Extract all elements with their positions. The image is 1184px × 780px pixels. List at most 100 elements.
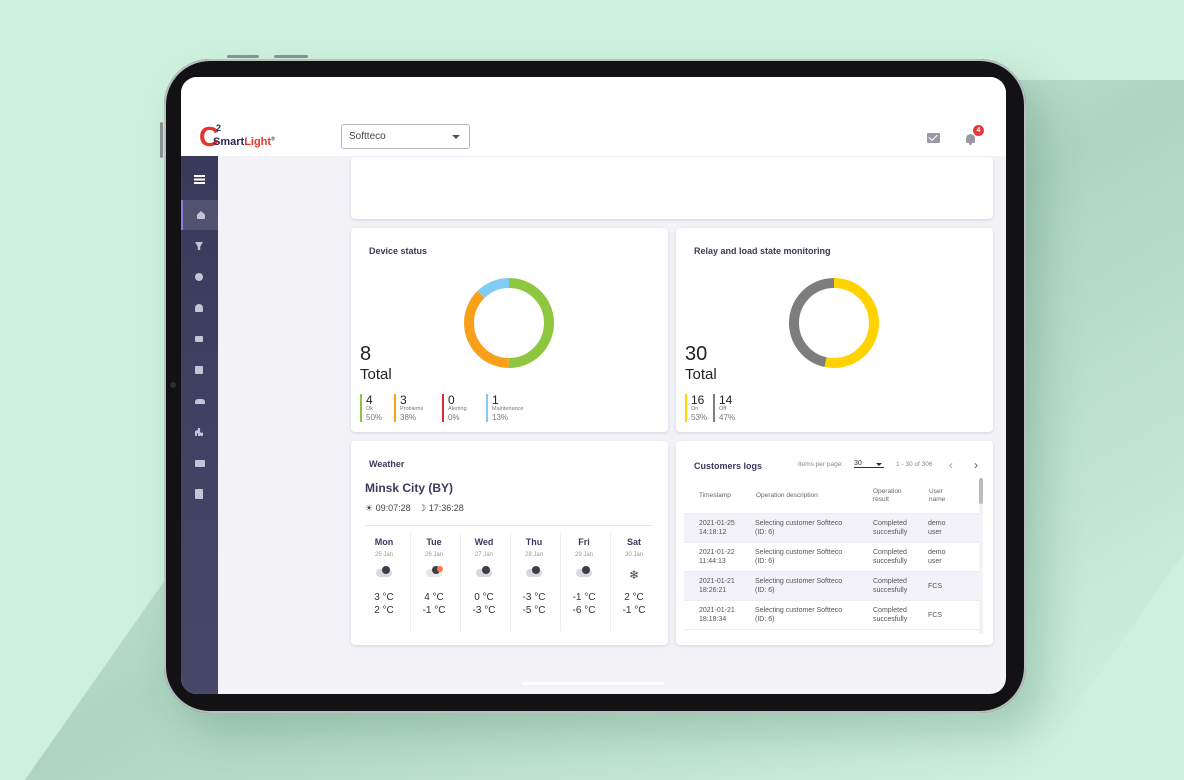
column-header-description[interactable]: Operation description <box>756 492 818 499</box>
previous-page-icon[interactable]: ‹ <box>949 458 953 472</box>
legend-ok-count: 4 <box>366 393 373 407</box>
row-user: demo <box>928 520 946 527</box>
forecast-low: -3 °C <box>472 605 496 616</box>
table-row[interactable]: 2021-01-21 18:18:34 Selecting customer So… <box>684 600 980 630</box>
row-description-id: (ID: 6) <box>755 587 775 594</box>
sidebar-item-users[interactable] <box>181 386 218 416</box>
table-row[interactable]: 2021-01-25 14:18:12 Selecting customer So… <box>684 513 980 543</box>
logs-scrollbar-thumb[interactable] <box>979 478 983 504</box>
legend-on-percent: 53% <box>691 413 708 422</box>
chart-icon <box>195 428 203 436</box>
row-user-2: user <box>928 558 942 565</box>
logo-letter: C <box>199 121 220 152</box>
notification-badge: 4 <box>973 125 984 136</box>
row-timestamp-time: 18:26:21 <box>699 587 727 594</box>
folder-icon <box>195 460 205 467</box>
sidebar-item-messages[interactable] <box>181 324 218 354</box>
logs-scrollbar-track[interactable] <box>979 478 983 634</box>
forecast-day: Sat 30 Jan ❄ 2 °C -1 °C <box>612 537 656 616</box>
legend-off-label: Off <box>719 406 727 412</box>
forecast-day-name: Sat <box>626 537 641 547</box>
cloud-icon <box>576 566 592 577</box>
day-separator <box>560 533 561 631</box>
sidebar-item-reports[interactable] <box>181 479 218 509</box>
row-result-detail: succesfully <box>873 558 908 565</box>
forecast-high: 4 °C <box>424 592 444 603</box>
legend-ok-label: Ok <box>366 406 374 412</box>
column-header-user[interactable]: User name <box>929 488 946 503</box>
legend-alerting-percent: 0% <box>448 413 460 422</box>
forecast-day-name: Thu <box>525 537 543 547</box>
row-user-2: user <box>928 529 942 536</box>
legend-ok: 4 Ok 50% <box>360 394 382 422</box>
notification-bell-icon[interactable] <box>966 134 975 145</box>
forecast-high: -3 °C <box>522 592 546 603</box>
app-logo[interactable]: C 2 SmartLight® <box>199 121 299 152</box>
row-result-detail: succesfully <box>873 587 908 594</box>
chevron-down-icon <box>876 463 882 466</box>
day-separator <box>610 533 611 631</box>
column-header-result[interactable]: Operation result <box>873 488 902 503</box>
table-row[interactable]: 2021-01-22 11:44:13 Selecting customer So… <box>684 542 980 572</box>
legend-maintenance: 1 Maintenance 13% <box>486 394 524 422</box>
sidebar-menu-toggle[interactable] <box>181 156 218 186</box>
logo-word: SmartLight® <box>213 136 275 148</box>
row-result-detail: succesfully <box>873 529 908 536</box>
sidebar-item-alerts[interactable] <box>181 293 218 323</box>
device-status-donut <box>464 278 554 368</box>
row-description: Selecting customer Softteco <box>755 578 843 585</box>
camera <box>170 382 176 388</box>
customer-select[interactable]: Softteco <box>341 124 470 149</box>
row-timestamp-date: 2021-01-22 <box>699 549 735 556</box>
relay-card: Relay and load state monitoring 30 Total… <box>676 228 993 432</box>
sidebar-item-home[interactable] <box>181 200 218 230</box>
sidebar-item-files[interactable] <box>181 448 218 478</box>
pagination-range: 1 - 30 of 306 <box>896 461 933 468</box>
items-per-page-select[interactable]: 30 <box>854 460 884 468</box>
weather-title: Weather <box>369 459 405 469</box>
forecast-day: Mon 25 Jan 3 °C 2 °C <box>362 537 406 616</box>
table-row-partial <box>684 629 980 645</box>
sidebar-item-devices[interactable] <box>181 231 218 261</box>
forecast-low: -6 °C <box>572 605 596 616</box>
bell-icon <box>195 304 203 312</box>
legend-off: 14 Off 47% <box>713 394 735 422</box>
cloud-icon <box>376 566 392 577</box>
row-description-id: (ID: 6) <box>755 529 775 536</box>
row-description-id: (ID: 6) <box>755 558 775 565</box>
legend-alerting-label: Alerting <box>448 406 467 412</box>
day-separator <box>460 533 461 631</box>
items-per-page-label: Items per page: <box>798 461 844 468</box>
cloud-rain-icon <box>426 566 442 577</box>
forecast-day-name: Wed <box>474 537 494 547</box>
customers-logs-card: Customers logs Items per page: 30 1 - 30… <box>676 441 993 645</box>
chat-icon <box>195 366 203 374</box>
sidebar-item-statistics[interactable] <box>181 417 218 447</box>
forecast-day-name: Fri <box>578 537 590 547</box>
forecast-day: Thu 28 Jan -3 °C -5 °C <box>512 537 556 616</box>
relay-total-label: Total <box>685 366 717 383</box>
device-total-label: Total <box>360 366 392 383</box>
table-row[interactable]: 2021-01-21 18:26:21 Selecting customer So… <box>684 571 980 601</box>
row-description: Selecting customer Softteco <box>755 607 843 614</box>
cloud-icon <box>526 566 542 577</box>
forecast-day: Tue 26 Jan 4 °C -1 °C <box>412 537 456 616</box>
top-card <box>351 157 993 219</box>
volume-button-2 <box>274 55 308 58</box>
mail-icon[interactable] <box>927 133 940 143</box>
sidebar-item-hazard[interactable] <box>181 262 218 292</box>
column-header-timestamp[interactable]: Timestamp <box>699 492 731 499</box>
row-result: Completed <box>873 520 907 527</box>
sun-dot <box>437 566 443 572</box>
sidebar-item-chat[interactable] <box>181 355 218 385</box>
legend-off-count: 14 <box>719 393 733 407</box>
home-indicator[interactable] <box>522 682 664 685</box>
next-page-icon[interactable]: › <box>974 458 978 472</box>
sun-icon: ☀ <box>365 503 374 513</box>
legend-maintenance-label: Maintenance <box>492 406 524 412</box>
legend-on-count: 16 <box>691 393 705 407</box>
screen: C 2 SmartLight® Softteco 4 Device status <box>181 77 1006 694</box>
row-timestamp-time: 18:18:34 <box>699 616 727 623</box>
forecast-high: 2 °C <box>624 592 644 603</box>
forecast-day-name: Tue <box>426 537 442 547</box>
